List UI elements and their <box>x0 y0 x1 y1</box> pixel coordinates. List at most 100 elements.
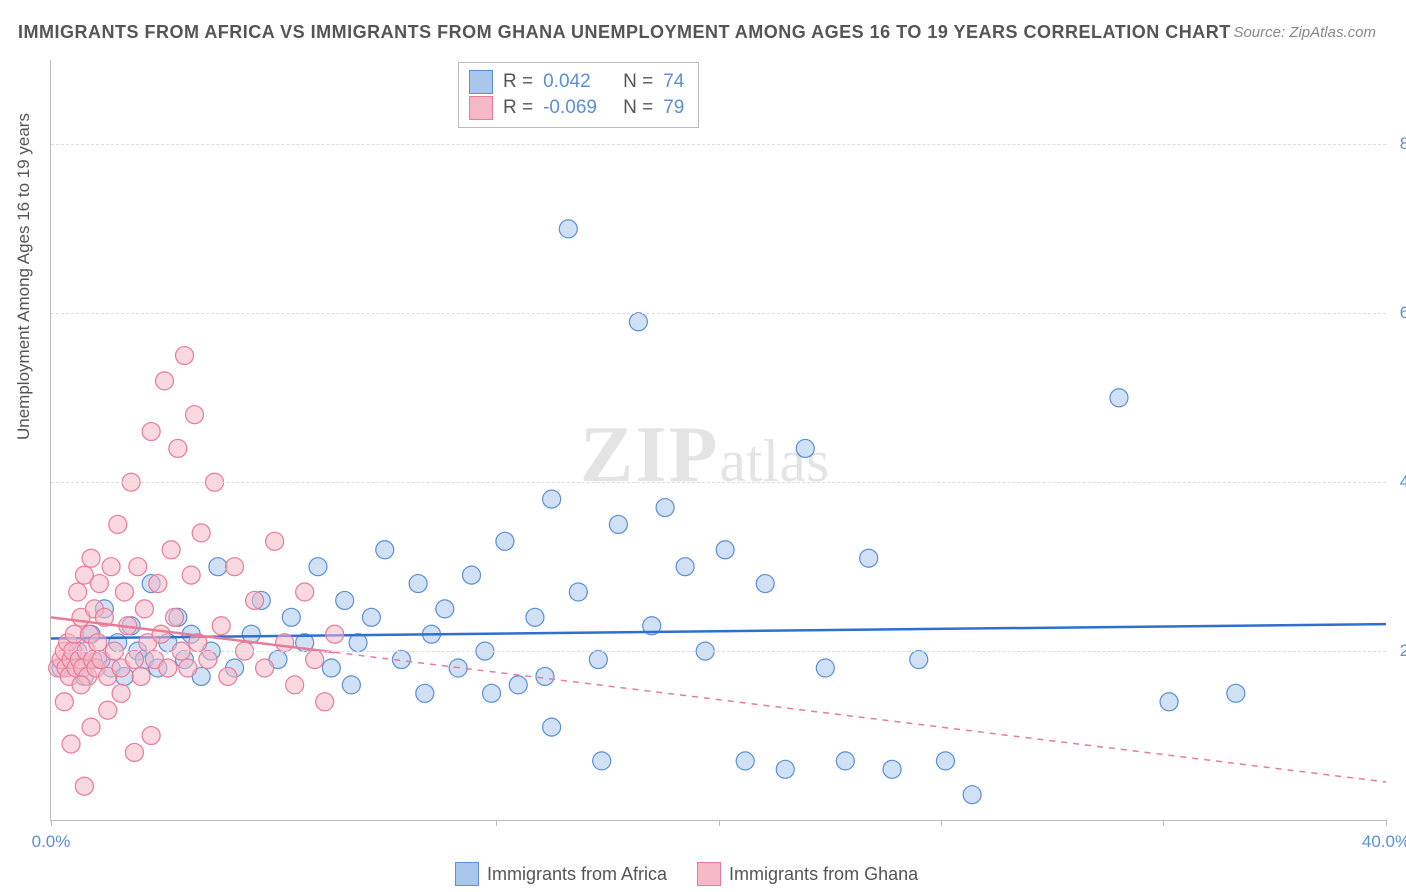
x-tick <box>719 820 720 826</box>
scatter-point <box>342 676 360 694</box>
scatter-point <box>266 532 284 550</box>
scatter-point <box>162 541 180 559</box>
scatter-point <box>179 659 197 677</box>
legend-stats-row: R = -0.069 N = 79 <box>469 95 684 121</box>
scatter-point <box>246 591 264 609</box>
scatter-point <box>62 735 80 753</box>
scatter-point <box>82 718 100 736</box>
scatter-point <box>69 583 87 601</box>
legend-series-item: Immigrants from Africa <box>455 862 667 886</box>
scatter-point <box>176 347 194 365</box>
scatter-point <box>99 701 117 719</box>
scatter-point <box>125 743 143 761</box>
scatter-point <box>152 625 170 643</box>
scatter-point <box>90 575 108 593</box>
scatter-point <box>526 608 544 626</box>
y-tick-label: 60.0% <box>1400 303 1406 323</box>
scatter-point <box>132 667 150 685</box>
legend-r-label: R = <box>503 69 533 95</box>
scatter-point <box>159 659 177 677</box>
legend-n-value: 74 <box>663 69 684 95</box>
scatter-point <box>165 608 183 626</box>
scatter-point <box>226 558 244 576</box>
legend-swatch <box>455 862 479 886</box>
scatter-point <box>509 676 527 694</box>
scatter-point <box>296 583 314 601</box>
scatter-point <box>796 439 814 457</box>
x-tick <box>51 820 52 826</box>
scatter-point <box>1227 684 1245 702</box>
gridline <box>51 651 1386 652</box>
y-axis-title: Unemployment Among Ages 16 to 19 years <box>14 113 34 440</box>
scatter-point <box>109 515 127 533</box>
legend-r-value: 0.042 <box>543 69 613 95</box>
source-label: Source: ZipAtlas.com <box>1233 24 1376 41</box>
scatter-point <box>416 684 434 702</box>
scatter-point <box>963 786 981 804</box>
scatter-point <box>89 634 107 652</box>
x-tick-label: 0.0% <box>32 832 71 852</box>
legend-n-value: 79 <box>663 95 684 121</box>
legend-series-item: Immigrants from Ghana <box>697 862 918 886</box>
scatter-point <box>326 625 344 643</box>
scatter-point <box>496 532 514 550</box>
scatter-point <box>286 676 304 694</box>
legend-swatch <box>697 862 721 886</box>
scatter-point <box>115 583 133 601</box>
x-tick <box>941 820 942 826</box>
scatter-point <box>463 566 481 584</box>
legend-r-value: -0.069 <box>543 95 613 121</box>
scatter-point <box>656 499 674 517</box>
scatter-point <box>129 558 147 576</box>
chart-title: IMMIGRANTS FROM AFRICA VS IMMIGRANTS FRO… <box>18 22 1231 43</box>
scatter-point <box>362 608 380 626</box>
scatter-point <box>186 406 204 424</box>
scatter-point <box>376 541 394 559</box>
legend-series: Immigrants from Africa Immigrants from Gh… <box>455 862 918 886</box>
scatter-point <box>102 558 120 576</box>
scatter-point <box>536 667 554 685</box>
scatter-point <box>209 558 227 576</box>
scatter-point <box>910 651 928 669</box>
scatter-point <box>135 600 153 618</box>
scatter-point <box>112 684 130 702</box>
scatter-point <box>559 220 577 238</box>
scatter-point <box>306 651 324 669</box>
scatter-point <box>629 313 647 331</box>
scatter-point <box>609 515 627 533</box>
legend-stats: R = 0.042 N = 74R = -0.069 N = 79 <box>458 62 699 128</box>
scatter-point <box>543 718 561 736</box>
y-tick-label: 20.0% <box>1400 641 1406 661</box>
scatter-point <box>593 752 611 770</box>
scatter-point <box>1160 693 1178 711</box>
y-tick-label: 40.0% <box>1400 472 1406 492</box>
scatter-point <box>199 651 217 669</box>
scatter-point <box>219 667 237 685</box>
scatter-point <box>316 693 334 711</box>
x-tick <box>496 820 497 826</box>
scatter-point <box>756 575 774 593</box>
scatter-point <box>142 727 160 745</box>
scatter-point <box>276 634 294 652</box>
legend-swatch <box>469 70 493 94</box>
legend-n-label: N = <box>623 95 653 121</box>
legend-r-label: R = <box>503 95 533 121</box>
legend-stats-row: R =0.042N =74 <box>469 69 684 95</box>
scatter-point <box>322 659 340 677</box>
scatter-point <box>436 600 454 618</box>
scatter-point <box>569 583 587 601</box>
gridline <box>51 482 1386 483</box>
scatter-point <box>82 549 100 567</box>
x-tick <box>1163 820 1164 826</box>
scatter-point <box>483 684 501 702</box>
trend-line <box>335 652 1386 782</box>
scatter-point <box>1110 389 1128 407</box>
scatter-point <box>142 423 160 441</box>
scatter-point <box>543 490 561 508</box>
x-tick-label: 40.0% <box>1362 832 1406 852</box>
gridline <box>51 144 1386 145</box>
legend-swatch <box>469 96 493 120</box>
scatter-point <box>55 693 73 711</box>
scatter-point <box>589 651 607 669</box>
scatter-point <box>816 659 834 677</box>
